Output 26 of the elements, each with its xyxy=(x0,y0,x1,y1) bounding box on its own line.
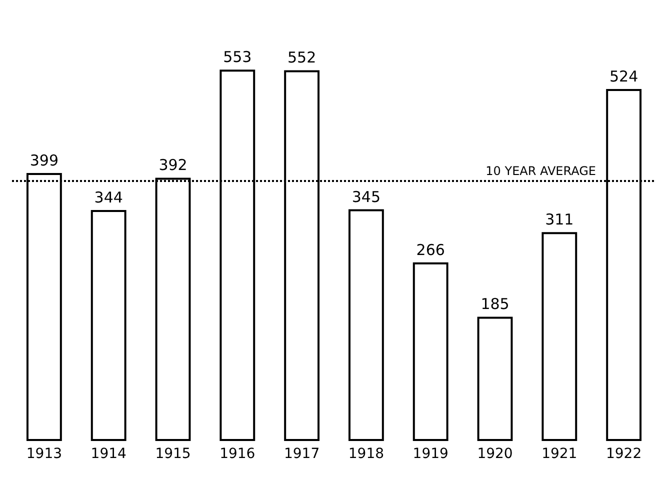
data-label: 266 xyxy=(416,240,445,259)
x-tick-label: 1913 xyxy=(26,446,62,462)
data-label: 311 xyxy=(545,210,574,229)
ref-line-label: 10 YEAR AVERAGE xyxy=(486,164,596,178)
x-tick-label: 1916 xyxy=(220,446,256,462)
x-tick-label: 1918 xyxy=(348,446,384,462)
x-tick-label: 1917 xyxy=(284,446,320,462)
data-label: 185 xyxy=(480,295,510,314)
bar xyxy=(477,316,513,441)
data-label: 392 xyxy=(158,156,188,174)
bar xyxy=(348,209,384,441)
x-tick-label: 1914 xyxy=(90,446,126,462)
data-label: 524 xyxy=(609,68,638,86)
data-label: 553 xyxy=(223,48,252,66)
x-tick-label: 1920 xyxy=(477,446,513,462)
bar xyxy=(90,210,126,441)
bar xyxy=(542,232,578,441)
data-label: 399 xyxy=(30,152,59,170)
data-label: 345 xyxy=(352,188,381,206)
x-tick-label: 1922 xyxy=(606,446,642,462)
data-label: 552 xyxy=(287,48,316,67)
x-tick-label: 1915 xyxy=(155,446,191,462)
x-tick-label: 1921 xyxy=(542,446,578,462)
x-tick-label: 1919 xyxy=(412,446,448,462)
bar xyxy=(412,262,448,441)
data-label: 344 xyxy=(94,188,123,206)
